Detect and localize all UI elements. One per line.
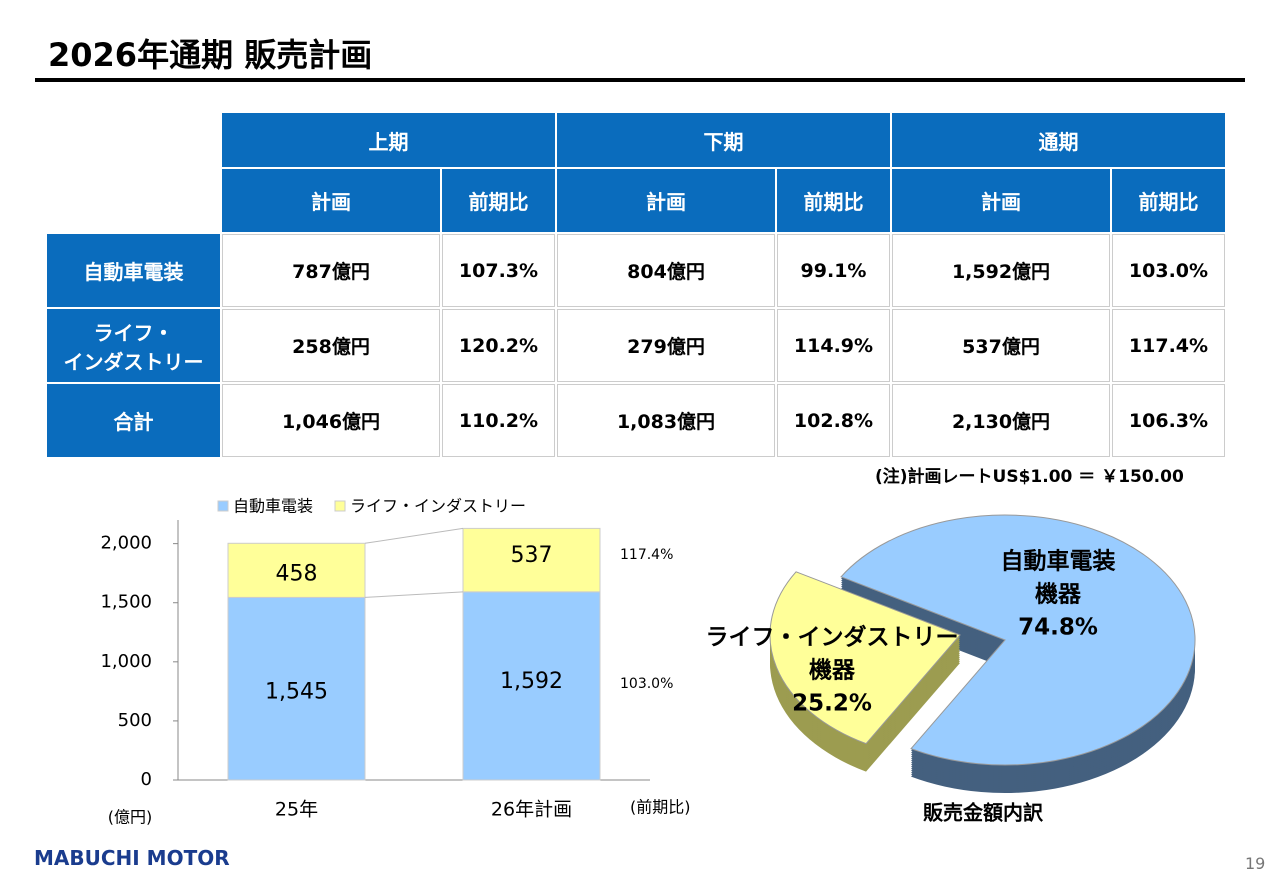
- row-label: ライフ・: [93, 320, 174, 345]
- legend-label: ライフ・インダストリー: [350, 497, 526, 516]
- table-cell: 1,592億円: [892, 234, 1110, 307]
- legend-label: 自動車電装: [233, 497, 313, 516]
- sub-header: 前期比: [442, 169, 555, 232]
- table-cell: 117.4%: [1112, 309, 1225, 382]
- table-cell: 279億円: [557, 309, 775, 382]
- row-label: インダストリー: [63, 349, 204, 374]
- sub-header: 計画: [557, 169, 775, 232]
- table-cell: 110.2%: [442, 384, 555, 457]
- table-cell: 102.8%: [777, 384, 890, 457]
- bar-segment: [227, 542, 366, 598]
- row-label: 合計: [113, 410, 154, 434]
- x-tick-label: 25年: [275, 799, 318, 821]
- corner: [47, 113, 220, 232]
- table-cell: 537億円: [892, 309, 1110, 382]
- table-cell: 107.3%: [442, 234, 555, 307]
- table-cell: 106.3%: [1112, 384, 1225, 457]
- sub-header: 計画: [892, 169, 1110, 232]
- ratio-label: 103.0%: [620, 676, 673, 692]
- group-header: 通期: [892, 113, 1225, 167]
- data-label: 1,592: [500, 669, 563, 694]
- data-label: 1,545: [265, 680, 328, 705]
- connector: [364, 527, 464, 544]
- slide-title: 2026年通期 販売計画: [48, 36, 373, 74]
- sub-header: 計画: [222, 169, 440, 232]
- legend-swatch: [217, 500, 229, 512]
- y-tick-label: 0: [141, 769, 152, 790]
- table-cell: 1,083億円: [557, 384, 775, 457]
- table-cell: 114.9%: [777, 309, 890, 382]
- title-rule: [35, 78, 1245, 82]
- bar-segment: [227, 596, 366, 781]
- x-tick-label: 26年計画: [491, 799, 572, 821]
- bar-segment: [462, 591, 601, 781]
- group-header: 下期: [557, 113, 890, 167]
- y-tick-label: 1,500: [100, 592, 152, 613]
- slice-label: 機器: [809, 658, 856, 684]
- ratio-header: (前期比): [630, 798, 691, 817]
- row-header: 自動車電装: [47, 234, 220, 307]
- pie-slice: [840, 514, 1196, 766]
- data-label: 458: [276, 561, 318, 586]
- y-axis-label: (億円): [108, 808, 153, 827]
- table-cell: 103.0%: [1112, 234, 1225, 307]
- slice-label: 自動車電装: [1001, 548, 1116, 575]
- sub-header: 前期比: [1112, 169, 1225, 232]
- page-number: 19: [1245, 854, 1266, 873]
- y-tick-label: 2,000: [100, 533, 152, 554]
- bar-segment: [462, 527, 601, 593]
- slice-label: 機器: [1035, 582, 1082, 608]
- row-header: 合計: [47, 384, 220, 457]
- table-cell: 804億円: [557, 234, 775, 307]
- y-tick-label: 1,000: [100, 651, 152, 672]
- group-header: 上期: [222, 113, 555, 167]
- legend-swatch: [334, 500, 346, 512]
- row-header: ライフ・インダストリー: [47, 309, 220, 382]
- table-row: 自動車電装 787億円 107.3% 804億円 99.1% 1,592億円 103.0%: [47, 234, 1225, 307]
- table-cell: 258億円: [222, 309, 440, 382]
- note: (注)計画レートUS$1.00 ＝ ￥150.00: [875, 467, 1184, 487]
- connector: [364, 591, 464, 598]
- table-row: 合計 1,046億円 110.2% 1,083億円 102.8% 2,130億円 106.3…: [47, 384, 1225, 457]
- logo: MABUCHI MOTOR: [34, 846, 230, 870]
- sub-header: 前期比: [777, 169, 890, 232]
- pie-title: 販売金額内訳: [923, 801, 1044, 825]
- slice-value: 25.2%: [792, 691, 872, 717]
- table-cell: 1,046億円: [222, 384, 440, 457]
- table-cell: 787億円: [222, 234, 440, 307]
- table-cell: 120.2%: [442, 309, 555, 382]
- data-label: 537: [511, 543, 553, 568]
- sales-table: 上期 下期 通期 計画 前期比 計画 前期比 計画 前期比 自動車電装 787億円…: [45, 111, 1227, 459]
- slice-value: 74.8%: [1018, 615, 1098, 641]
- table-row: ライフ・ インダストリー 258億円 120.2% 279億円 114.9% 537億円 11…: [47, 309, 1225, 382]
- y-tick-label: 500: [118, 710, 152, 731]
- table-cell: 99.1%: [777, 234, 890, 307]
- row-label: 自動車電装: [83, 260, 184, 284]
- ratio-label: 117.4%: [620, 547, 673, 563]
- table-cell: 2,130億円: [892, 384, 1110, 457]
- slice-label: ライフ・インダストリー: [706, 624, 959, 651]
- pie-slice: [769, 571, 961, 745]
